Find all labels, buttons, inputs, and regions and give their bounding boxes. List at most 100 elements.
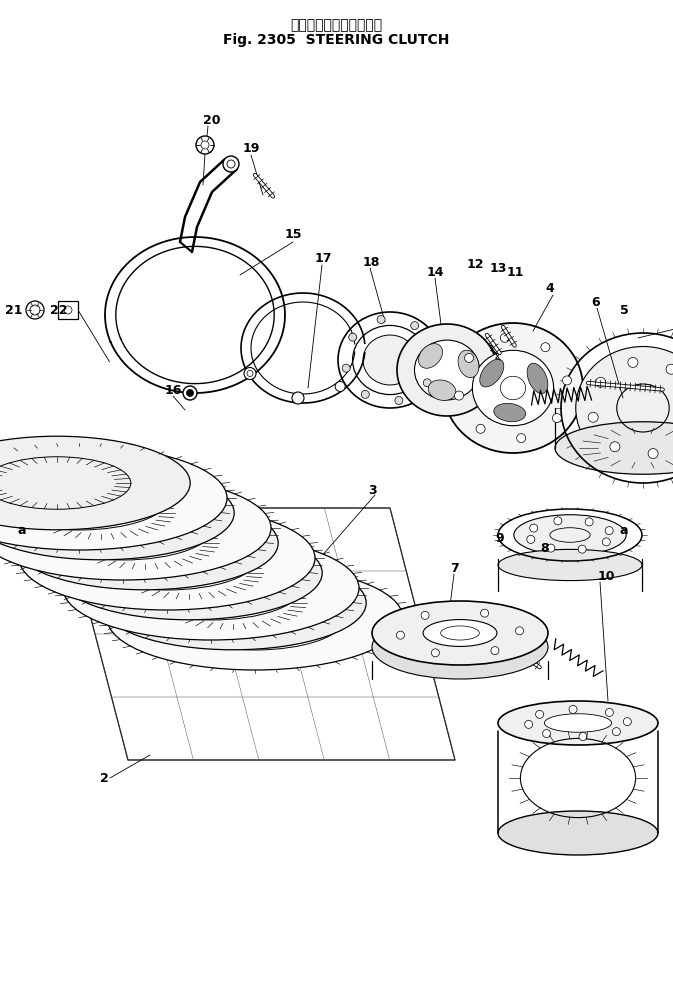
Text: 13: 13 bbox=[490, 261, 507, 275]
Circle shape bbox=[183, 386, 197, 400]
Circle shape bbox=[610, 441, 620, 452]
Ellipse shape bbox=[107, 566, 403, 670]
Circle shape bbox=[223, 156, 239, 172]
Circle shape bbox=[396, 631, 404, 639]
Text: 9: 9 bbox=[495, 532, 503, 545]
Ellipse shape bbox=[555, 422, 673, 474]
Circle shape bbox=[602, 538, 610, 546]
Ellipse shape bbox=[0, 446, 227, 550]
Circle shape bbox=[648, 448, 658, 459]
Ellipse shape bbox=[165, 586, 345, 650]
Circle shape bbox=[666, 364, 673, 374]
Ellipse shape bbox=[544, 714, 612, 732]
Ellipse shape bbox=[0, 457, 131, 509]
Circle shape bbox=[585, 518, 593, 526]
Ellipse shape bbox=[428, 380, 456, 401]
Circle shape bbox=[431, 649, 439, 657]
Circle shape bbox=[525, 720, 532, 728]
Circle shape bbox=[612, 728, 621, 736]
Ellipse shape bbox=[443, 323, 583, 453]
Circle shape bbox=[578, 545, 586, 554]
Circle shape bbox=[542, 730, 551, 738]
Ellipse shape bbox=[363, 335, 417, 385]
Ellipse shape bbox=[63, 536, 359, 640]
Ellipse shape bbox=[576, 347, 673, 470]
Ellipse shape bbox=[71, 517, 219, 569]
Circle shape bbox=[227, 160, 235, 168]
Circle shape bbox=[623, 718, 631, 726]
Circle shape bbox=[541, 343, 550, 352]
Text: 11: 11 bbox=[507, 266, 524, 279]
Circle shape bbox=[516, 626, 524, 634]
Circle shape bbox=[423, 379, 431, 387]
Bar bbox=[58, 301, 78, 319]
Circle shape bbox=[605, 527, 613, 535]
Circle shape bbox=[361, 390, 369, 398]
Ellipse shape bbox=[458, 351, 479, 377]
Text: 7: 7 bbox=[450, 561, 459, 574]
Circle shape bbox=[421, 612, 429, 620]
Circle shape bbox=[530, 524, 538, 532]
Circle shape bbox=[26, 301, 44, 319]
Circle shape bbox=[563, 376, 571, 385]
Circle shape bbox=[596, 377, 606, 387]
Circle shape bbox=[201, 141, 209, 149]
Circle shape bbox=[335, 381, 345, 391]
Ellipse shape bbox=[419, 344, 443, 368]
Circle shape bbox=[481, 609, 489, 618]
Ellipse shape bbox=[494, 404, 526, 422]
Text: 5: 5 bbox=[620, 303, 629, 316]
Circle shape bbox=[476, 425, 485, 433]
Text: 8: 8 bbox=[540, 542, 548, 555]
Ellipse shape bbox=[121, 556, 301, 620]
Ellipse shape bbox=[19, 506, 315, 610]
Text: Fig. 2305  STEERING CLUTCH: Fig. 2305 STEERING CLUTCH bbox=[223, 33, 449, 47]
Circle shape bbox=[569, 705, 577, 713]
Circle shape bbox=[536, 710, 544, 718]
Ellipse shape bbox=[423, 620, 497, 646]
Ellipse shape bbox=[0, 466, 234, 559]
Ellipse shape bbox=[27, 487, 175, 539]
Circle shape bbox=[500, 333, 509, 343]
Ellipse shape bbox=[498, 550, 642, 580]
Circle shape bbox=[579, 733, 587, 741]
Circle shape bbox=[527, 536, 535, 544]
Ellipse shape bbox=[472, 351, 554, 426]
Text: a: a bbox=[18, 523, 26, 537]
Text: 12: 12 bbox=[467, 258, 485, 272]
Text: 2: 2 bbox=[100, 771, 109, 784]
Ellipse shape bbox=[372, 615, 548, 679]
Text: 22: 22 bbox=[50, 303, 67, 316]
Text: 15: 15 bbox=[285, 229, 302, 241]
Ellipse shape bbox=[0, 476, 271, 580]
Ellipse shape bbox=[514, 515, 626, 556]
Circle shape bbox=[411, 321, 419, 330]
Circle shape bbox=[186, 389, 194, 397]
Text: 16: 16 bbox=[165, 383, 182, 397]
Circle shape bbox=[64, 306, 72, 314]
Ellipse shape bbox=[115, 547, 262, 599]
Circle shape bbox=[606, 708, 613, 716]
Ellipse shape bbox=[12, 496, 278, 590]
Ellipse shape bbox=[397, 324, 497, 416]
Text: 17: 17 bbox=[315, 251, 332, 265]
Text: 21: 21 bbox=[5, 303, 22, 316]
Circle shape bbox=[547, 544, 555, 553]
Text: 19: 19 bbox=[243, 142, 260, 155]
Ellipse shape bbox=[415, 340, 479, 400]
Text: 20: 20 bbox=[203, 113, 221, 126]
Circle shape bbox=[395, 396, 403, 405]
Text: a: a bbox=[620, 523, 629, 537]
Ellipse shape bbox=[56, 526, 322, 620]
Ellipse shape bbox=[480, 360, 504, 387]
Circle shape bbox=[553, 414, 561, 423]
Ellipse shape bbox=[498, 701, 658, 745]
Circle shape bbox=[349, 333, 357, 341]
Circle shape bbox=[464, 354, 474, 362]
Text: 6: 6 bbox=[591, 296, 600, 308]
Circle shape bbox=[342, 364, 350, 372]
Circle shape bbox=[554, 517, 562, 525]
Text: 18: 18 bbox=[363, 255, 380, 269]
Text: 4: 4 bbox=[545, 282, 554, 295]
Circle shape bbox=[196, 136, 214, 154]
